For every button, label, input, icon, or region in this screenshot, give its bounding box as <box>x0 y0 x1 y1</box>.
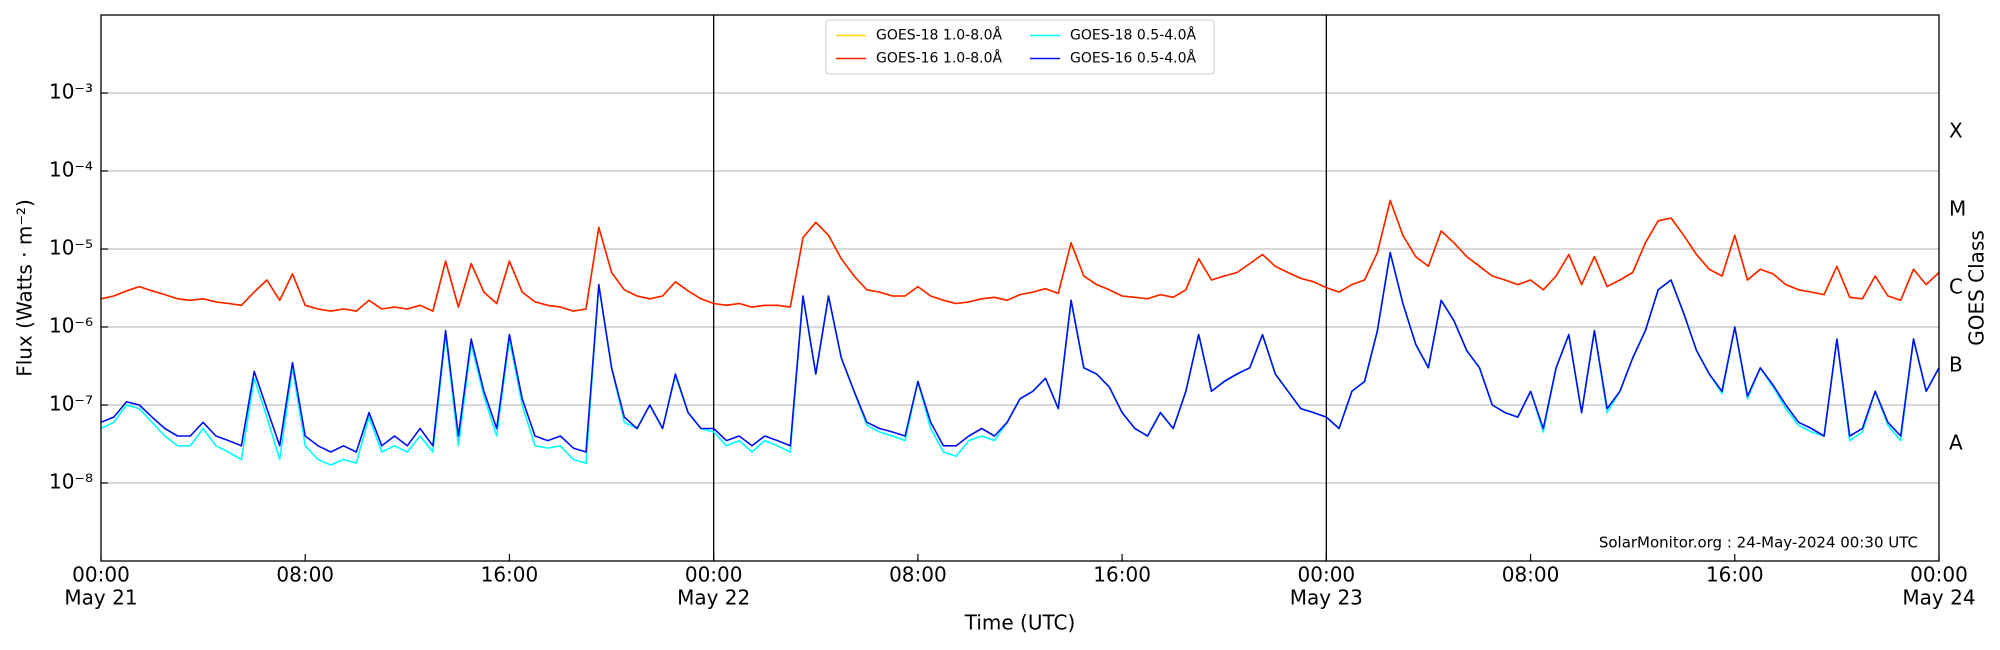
legend-label: GOES-16 0.5-4.0Å <box>1070 50 1196 67</box>
y-tick-label: 10⁻⁸ <box>49 470 93 494</box>
y2-tick-label: A <box>1949 431 1963 455</box>
y-tick-label: 10⁻⁵ <box>49 236 93 260</box>
annotation: SolarMonitor.org : 24-May-2024 00:30 UTC <box>1599 534 1918 552</box>
x-axis-label: Time (UTC) <box>964 611 1076 635</box>
y2-tick-label: C <box>1949 275 1963 299</box>
x-tick-label: 00:00 <box>685 563 743 587</box>
y2-tick-label: B <box>1949 353 1963 377</box>
x-tick-label: 00:00 <box>1298 563 1356 587</box>
plot-frame <box>100 14 1940 562</box>
y2-axis-label: GOES Class <box>1965 230 1989 346</box>
x-tick-date: May 23 <box>1290 586 1363 610</box>
legend-label: GOES-18 0.5-4.0Å <box>1070 27 1196 44</box>
x-tick-date: May 24 <box>1902 586 1975 610</box>
y-tick-label: 10⁻⁷ <box>49 392 93 416</box>
x-tick-label: 00:00 <box>72 563 130 587</box>
x-tick-label: 08:00 <box>1502 563 1560 587</box>
x-tick-date: May 21 <box>64 586 137 610</box>
y-axis-label: Flux (Watts · m⁻²) <box>13 199 37 377</box>
y-tick-label: 10⁻⁴ <box>49 158 93 182</box>
legend-label: GOES-16 1.0-8.0Å <box>876 50 1002 67</box>
x-tick-label: 00:00 <box>1910 563 1968 587</box>
y-tick-label: 10⁻³ <box>49 80 93 104</box>
x-tick-label: 16:00 <box>1093 563 1151 587</box>
x-tick-date: May 22 <box>677 586 750 610</box>
y2-tick-label: M <box>1949 197 1966 221</box>
x-tick-label: 08:00 <box>889 563 947 587</box>
y-tick-label: 10⁻⁶ <box>49 314 93 338</box>
series-line <box>100 199 1940 312</box>
x-tick-label: 08:00 <box>276 563 334 587</box>
legend-box <box>825 19 1215 75</box>
x-tick-label: 16:00 <box>481 563 539 587</box>
legend-label: GOES-18 1.0-8.0Å <box>876 27 1002 44</box>
series-line <box>100 251 1940 453</box>
y2-tick-label: X <box>1949 119 1963 143</box>
x-tick-label: 16:00 <box>1706 563 1764 587</box>
